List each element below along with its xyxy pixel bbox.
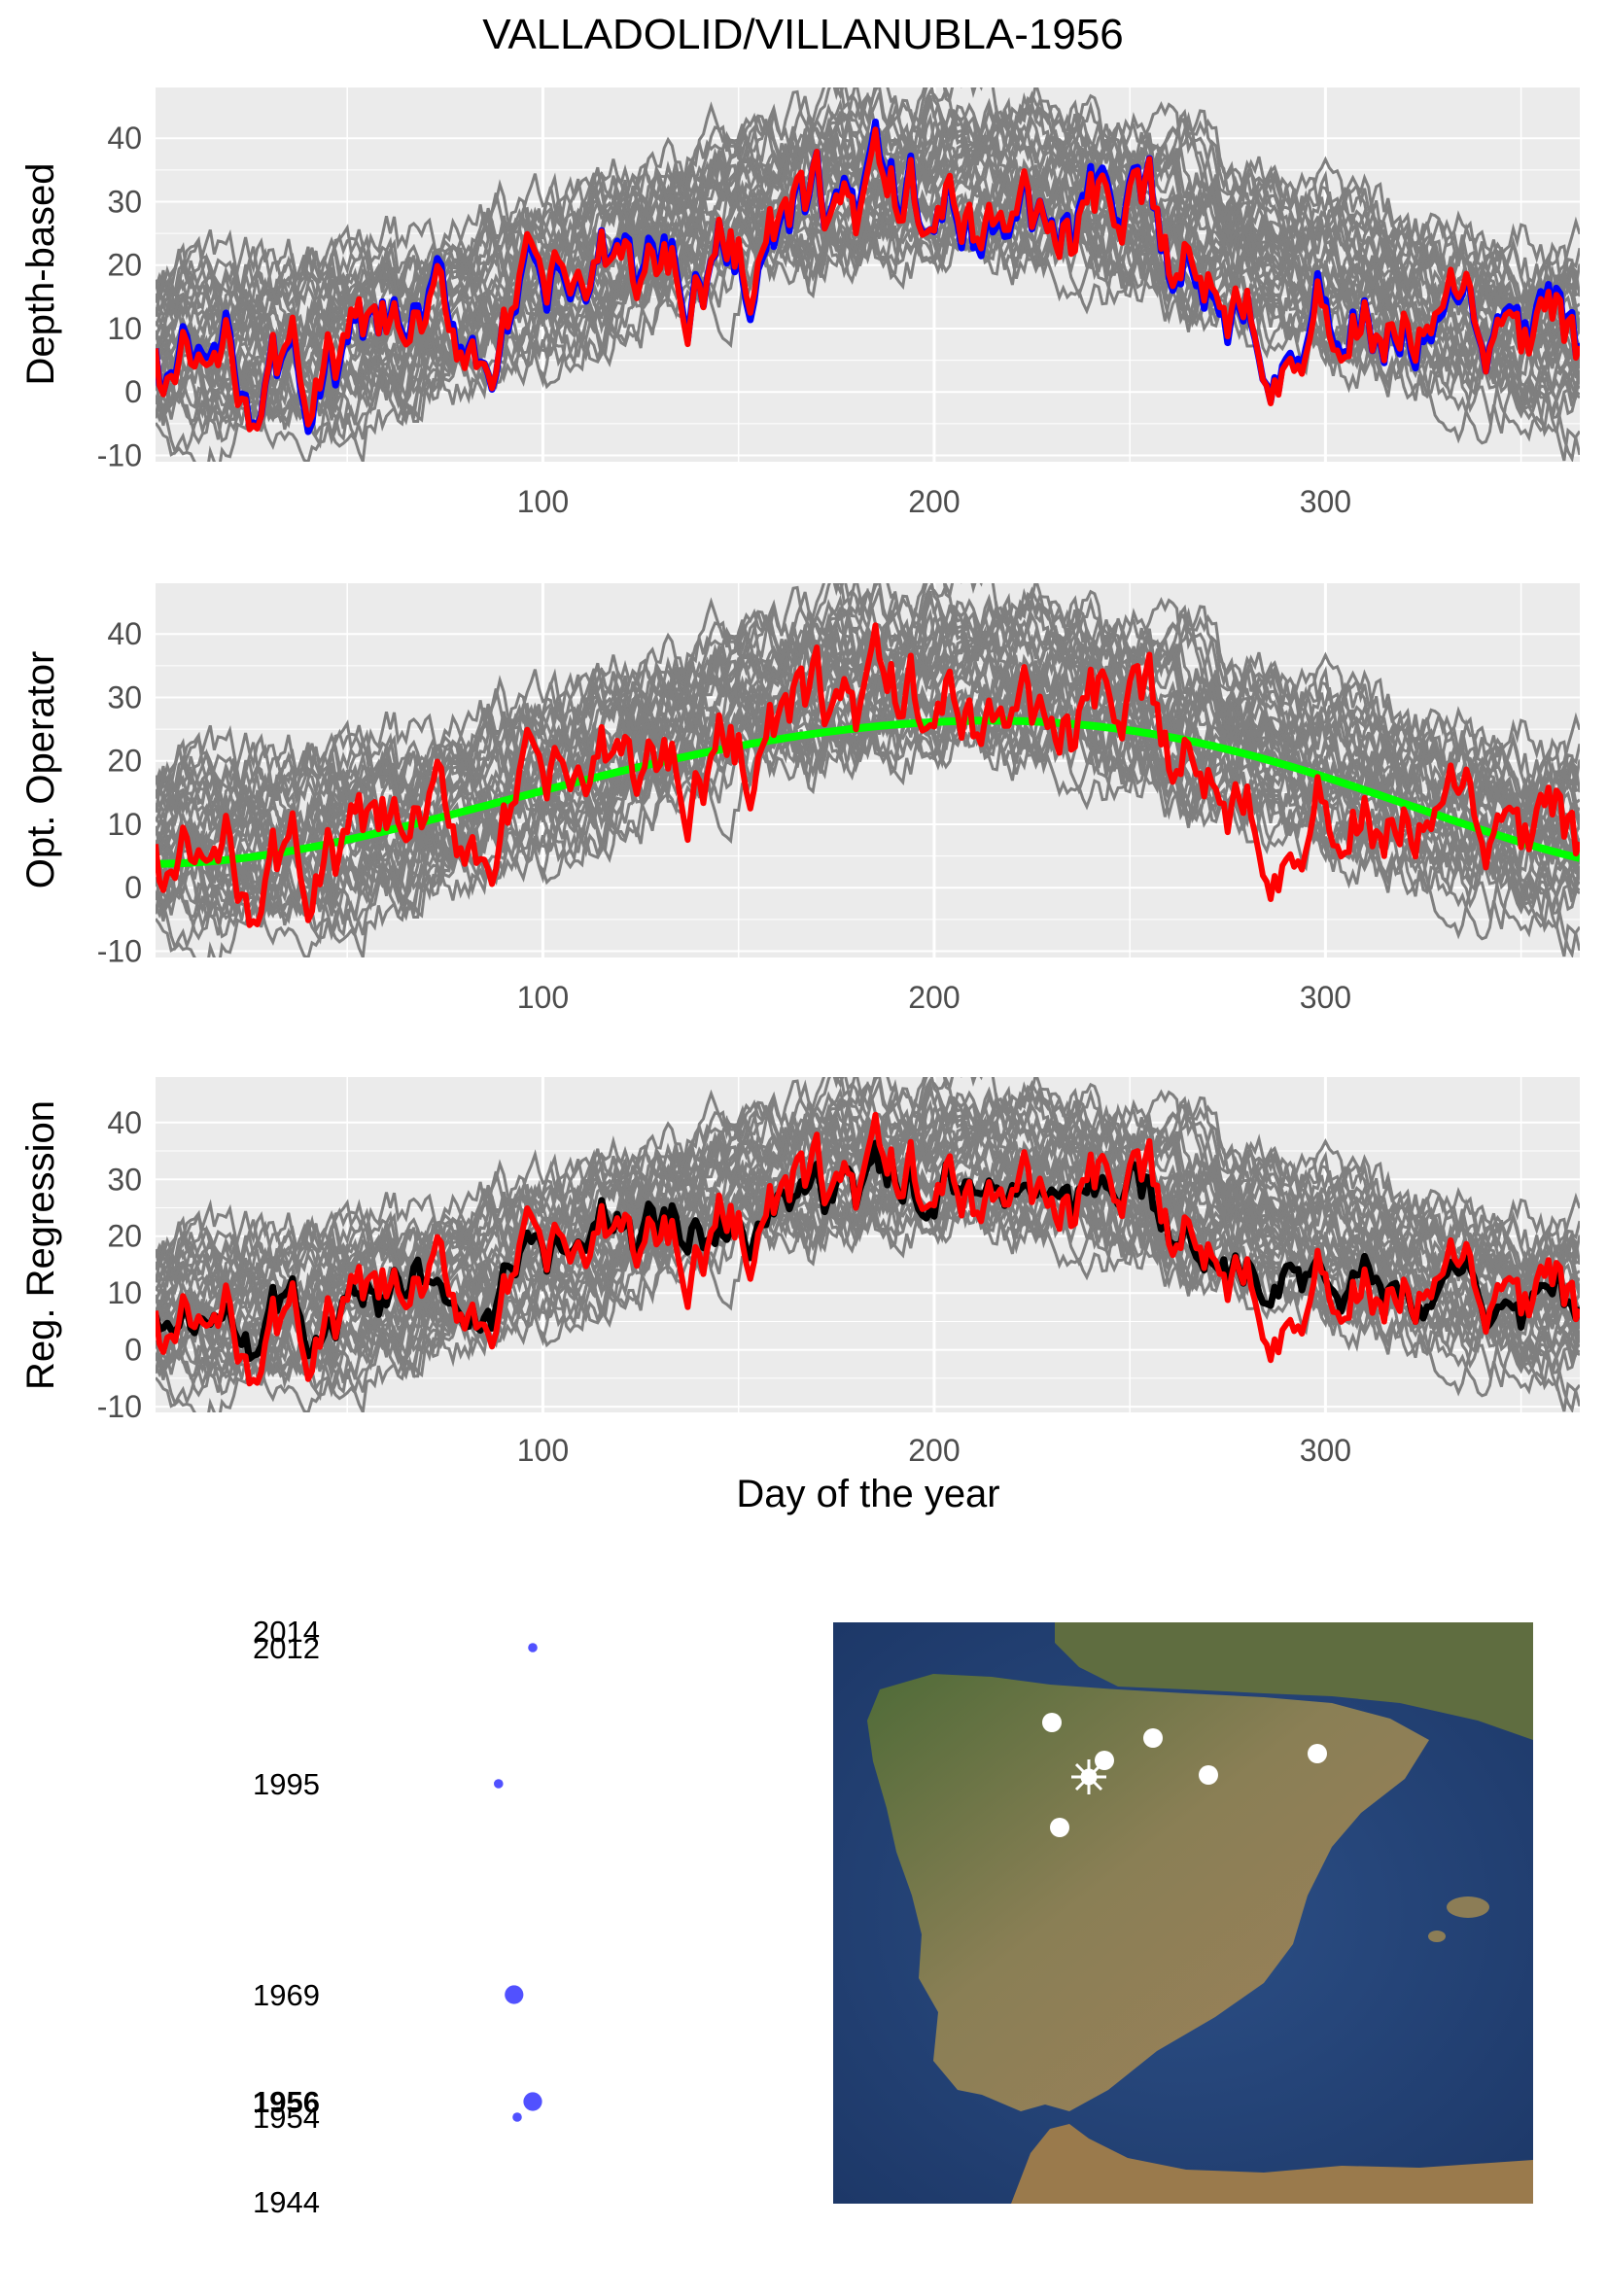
panel-reg-regression: -10 0 10 20 30 40 100 200 300 Reg. Regression D… [19, 1077, 1580, 1515]
x-tick-label: 100 [517, 1433, 569, 1468]
envelope-curve [156, 87, 1580, 320]
envelope-curve [156, 87, 1580, 324]
y-tick-label: 0 [124, 1333, 142, 1368]
year-dot [505, 1985, 524, 2004]
map-balearic-islands [1447, 1896, 1489, 1918]
year-dot [512, 2112, 522, 2122]
y-tick-label: 30 [107, 184, 142, 219]
y-tick-label: 10 [107, 1275, 142, 1310]
observed-line [156, 1111, 1580, 1387]
figure-title: VALLADOLID/VILLANUBLA-1956 [482, 11, 1124, 58]
x-tick-label: 100 [517, 980, 569, 1015]
year-label: 2012 [253, 1631, 320, 1665]
year-dot [528, 1643, 538, 1652]
envelope-curve [156, 1077, 1580, 1286]
y-tick-label: -10 [97, 933, 142, 968]
y-tick-label: 20 [107, 744, 142, 779]
envelope-curve [156, 1077, 1580, 1289]
y-tick-label: 20 [107, 1219, 142, 1254]
neighbor-station-marker [1042, 1713, 1062, 1732]
x-tick-label: 200 [908, 980, 960, 1015]
x-axis-title: Day of the year [736, 1473, 999, 1515]
year-label: 2014 [253, 1615, 320, 1649]
y-axis-title: Depth-based [19, 162, 62, 385]
envelope-curve [156, 583, 1580, 819]
y-tick-label: 10 [107, 311, 142, 346]
year-label: 1956 [253, 2085, 320, 2119]
y-axis-title: Opt. Operator [19, 651, 62, 889]
iberia-map [833, 1622, 1533, 2204]
year-dot [523, 2092, 542, 2111]
y-tick-label: 20 [107, 248, 142, 283]
y-tick-label: 30 [107, 1162, 142, 1197]
y-tick-label: 40 [107, 616, 142, 651]
y-tick-label: 30 [107, 679, 142, 714]
year-label: 1944 [253, 2185, 320, 2219]
neighbor-station-marker [1143, 1728, 1163, 1748]
x-tick-label: 300 [1300, 980, 1351, 1015]
map-iberia-land [867, 1674, 1429, 2111]
y-tick-label: 0 [124, 374, 142, 409]
y-axis-title: Reg. Regression [19, 1100, 62, 1390]
map-france-land [1055, 1622, 1533, 1740]
observed-line [156, 126, 1580, 433]
neighbor-station-marker [1308, 1744, 1327, 1763]
opt-operator-estimate-line [156, 716, 1580, 868]
x-tick-label: 100 [517, 484, 569, 519]
x-tick-label: 200 [908, 1433, 960, 1468]
year-label: 1969 [253, 1978, 320, 2012]
y-tick-label: 0 [124, 870, 142, 905]
year-dot [494, 1779, 504, 1789]
neighbor-station-marker [1050, 1818, 1069, 1837]
panel-depth-based: -10 0 10 20 30 40 100 200 300 Depth-based [19, 87, 1580, 519]
year-label: 1954 [253, 2101, 320, 2135]
y-tick-label: 40 [107, 121, 142, 156]
year-label: 1995 [253, 1767, 320, 1801]
envelope-curve [156, 139, 1580, 383]
map-balearic-islands [1428, 1931, 1446, 1942]
map-africa-land [1011, 2124, 1533, 2204]
panel-opt-operator: -10 0 10 20 30 40 100 200 300 Opt. Operator [19, 583, 1580, 1015]
envelope-curve [156, 583, 1580, 816]
y-tick-label: -10 [97, 1389, 142, 1424]
star-icon [1071, 1759, 1106, 1794]
x-tick-label: 300 [1300, 1433, 1351, 1468]
y-tick-label: 40 [107, 1105, 142, 1140]
y-tick-label: 10 [107, 807, 142, 842]
envelope-curve [156, 1124, 1580, 1342]
y-tick-label: -10 [97, 437, 142, 472]
x-tick-label: 300 [1300, 484, 1351, 519]
observed-line [156, 622, 1580, 928]
neighbor-station-marker [1199, 1765, 1218, 1785]
x-tick-label: 200 [908, 484, 960, 519]
